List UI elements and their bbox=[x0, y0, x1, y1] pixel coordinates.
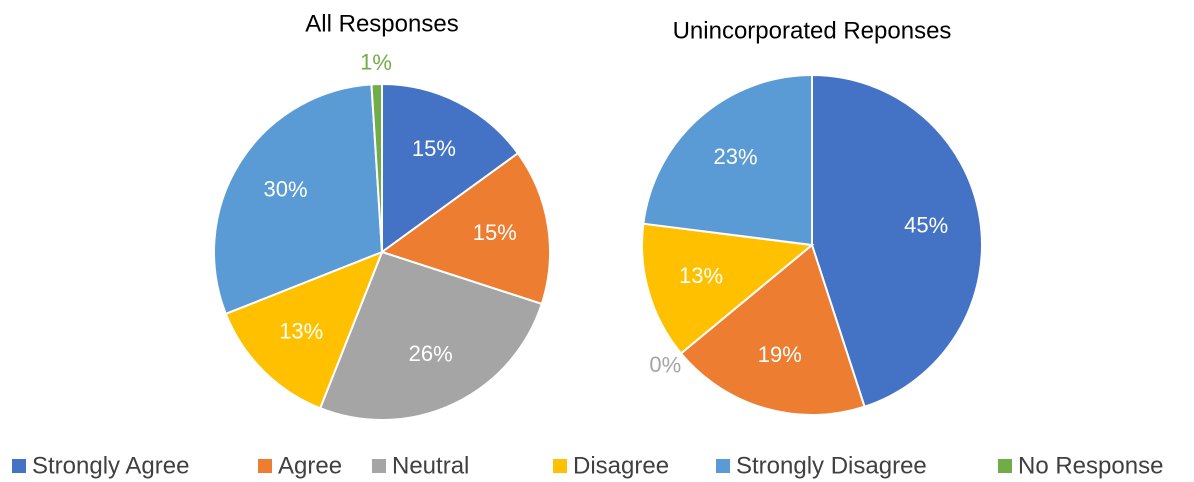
pie-slice bbox=[679, 243, 866, 416]
data-label: 15% bbox=[412, 136, 456, 161]
data-label: 45% bbox=[904, 213, 948, 238]
chart-title: Unincorporated Reponses bbox=[673, 17, 952, 44]
data-label: 0% bbox=[649, 352, 681, 377]
pie-slice bbox=[642, 73, 813, 247]
legend-label: Strongly Disagree bbox=[736, 452, 927, 479]
legend-swatch bbox=[716, 459, 730, 473]
data-label: 13% bbox=[279, 319, 323, 344]
pie-slice bbox=[370, 82, 383, 253]
data-label: 26% bbox=[409, 341, 453, 366]
pie-slice bbox=[224, 250, 384, 410]
legend-swatch bbox=[998, 459, 1012, 473]
legend-label: Neutral bbox=[392, 452, 469, 479]
data-label: 19% bbox=[758, 342, 802, 367]
chart-title: All Responses bbox=[305, 10, 458, 37]
legend-swatch bbox=[553, 459, 567, 473]
pie-slice bbox=[318, 250, 544, 421]
data-label: 1% bbox=[360, 50, 392, 75]
legend-label: Agree bbox=[278, 452, 342, 479]
legend-swatch bbox=[258, 459, 272, 473]
data-label: 13% bbox=[679, 263, 723, 288]
legend-swatch bbox=[372, 459, 386, 473]
data-label: 30% bbox=[264, 177, 308, 202]
legend-swatch bbox=[12, 459, 26, 473]
legend-label: Strongly Agree bbox=[32, 452, 189, 479]
data-label: 23% bbox=[714, 144, 758, 169]
legend-label: No Response bbox=[1018, 452, 1163, 479]
pie-slice bbox=[811, 73, 984, 408]
data-label: 15% bbox=[473, 220, 517, 245]
legend-label: Disagree bbox=[573, 452, 669, 479]
pie-slice bbox=[379, 151, 551, 306]
pie-slice bbox=[213, 83, 384, 316]
pie-slice bbox=[641, 222, 815, 355]
pie-slice bbox=[381, 82, 520, 254]
